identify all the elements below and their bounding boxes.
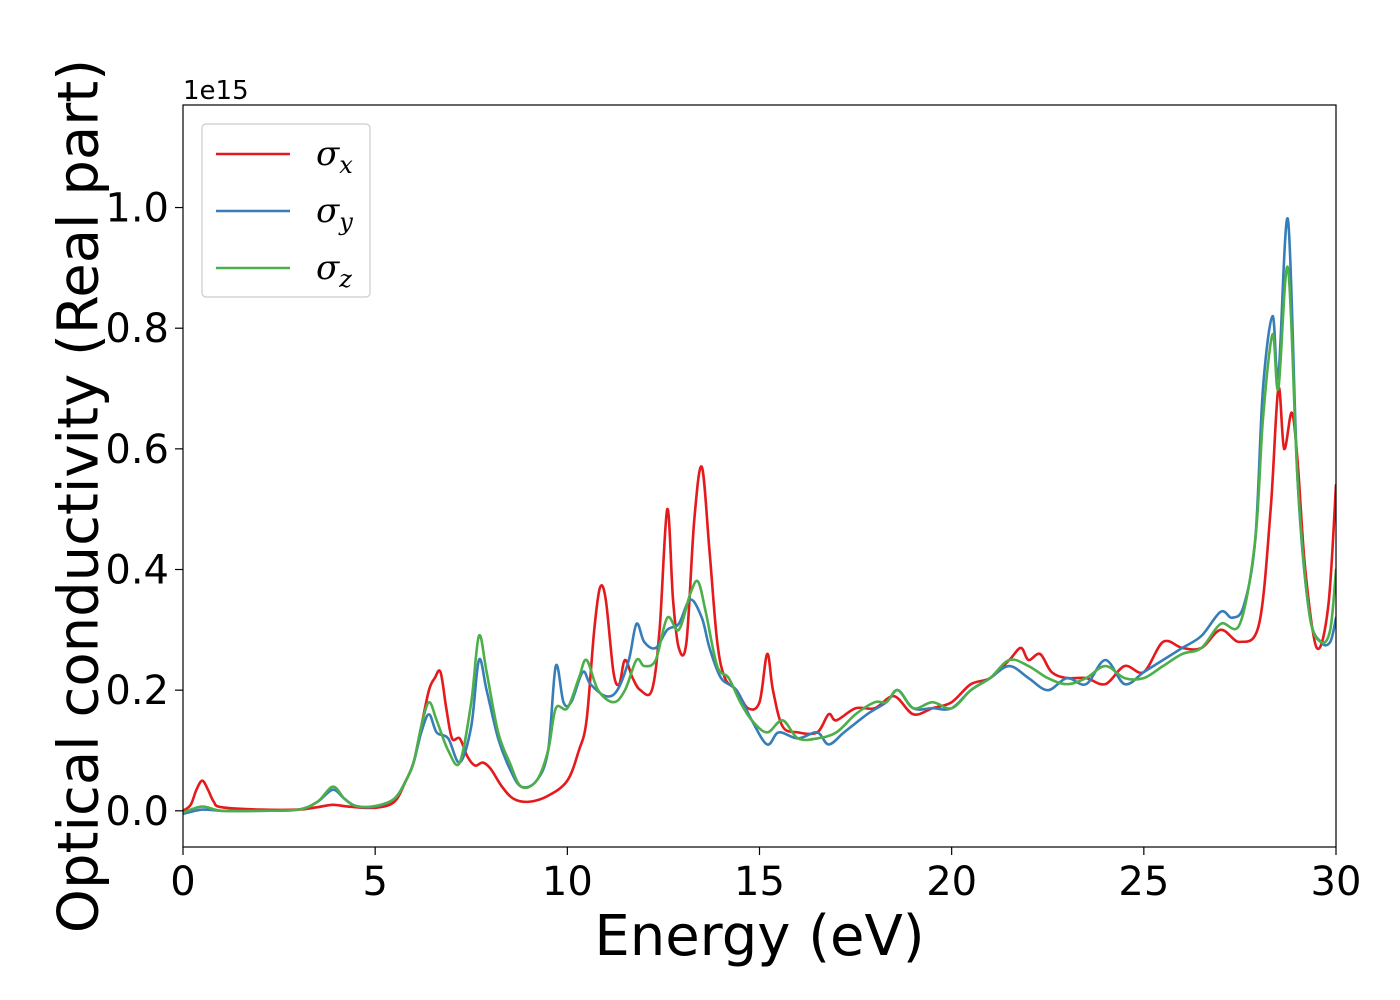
- y-tick-label: 1.0: [105, 186, 169, 232]
- x-tick-label: 10: [542, 859, 593, 905]
- y-tick-label: 0.4: [105, 548, 169, 594]
- legend-entry-y: σy: [316, 191, 353, 236]
- y-axis: 0.0 0.2 0.4 0.6 0.8 1.0: [105, 186, 183, 835]
- x-tick-label: 5: [362, 859, 387, 905]
- x-tick-label: 15: [734, 859, 785, 905]
- series-layer: [183, 217, 1336, 816]
- legend-entry-z: σz: [316, 248, 352, 293]
- legend: σx σy σz: [201, 123, 371, 298]
- x-tick-label: 20: [926, 859, 977, 905]
- series-line-x: [183, 386, 1336, 813]
- series-line-z: [183, 265, 1336, 814]
- legend-entry-x: σx: [316, 134, 353, 179]
- y-tick-label: 0.2: [105, 668, 169, 714]
- x-axis-label: Energy (eV): [594, 904, 924, 969]
- series-line-y: [183, 217, 1336, 816]
- y-tick-label: 0.8: [105, 306, 169, 352]
- y-tick-label: 0.6: [105, 427, 169, 473]
- y-tick-label: 0.0: [105, 789, 169, 835]
- x-tick-label: 25: [1118, 859, 1169, 905]
- y-offset-label: 1e15: [183, 76, 249, 106]
- x-tick-label: 0: [170, 859, 195, 905]
- y-axis-label: Optical conductivity (Real part): [47, 59, 112, 933]
- x-tick-label: 30: [1311, 859, 1362, 905]
- x-axis: 0 5 10 15 20 25 30: [170, 847, 1361, 905]
